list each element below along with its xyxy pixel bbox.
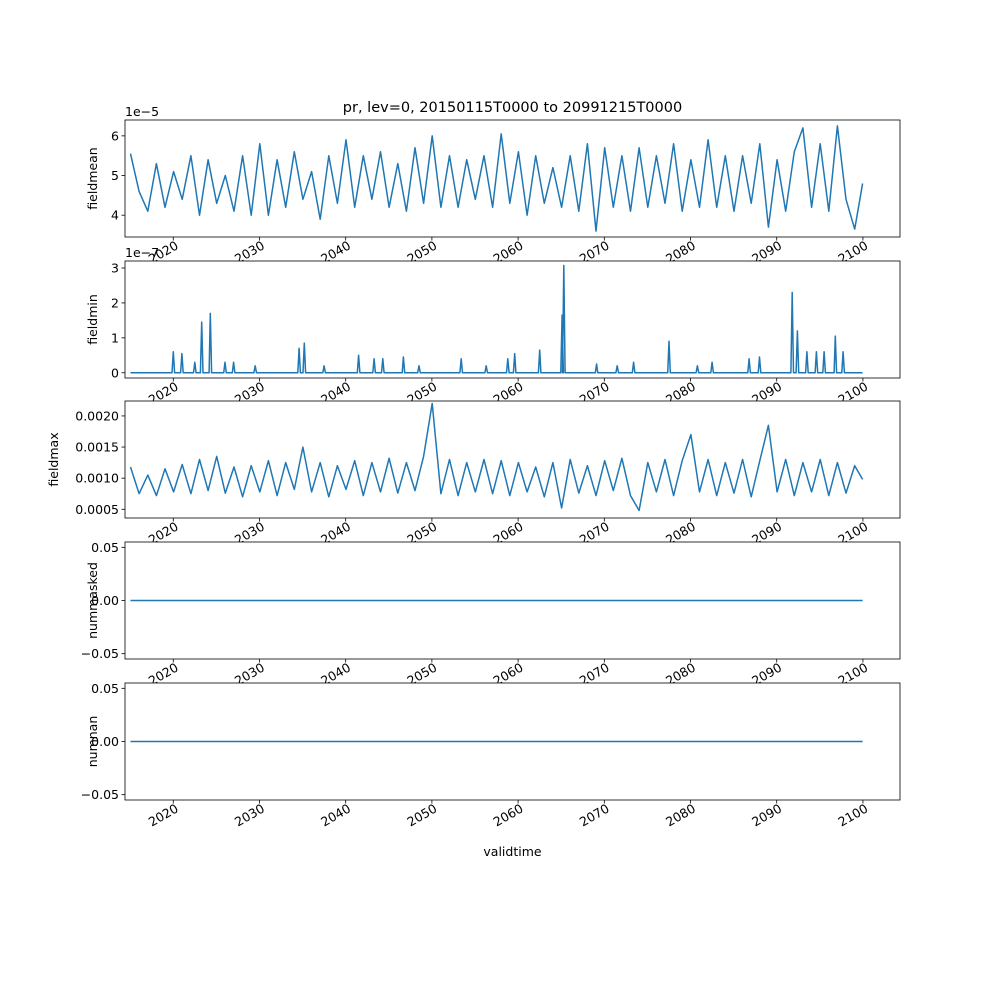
y-tick-label: 0.05 [91,540,119,555]
y-tick-label: 4 [111,208,119,223]
y-tick-label: −0.05 [81,787,119,802]
y-tick-label: 0.0015 [75,440,119,455]
y-axis-label: fieldmax [46,432,61,486]
y-tick-label: 1 [111,330,119,345]
y-tick-label: 0.0020 [75,408,119,423]
y-tick-label: 0.00 [91,593,119,608]
y-tick-label: 0 [111,365,119,380]
y-tick-label: 0.0010 [75,471,119,486]
y-tick-label: 0.05 [91,681,119,696]
series-line-fieldmax [129,402,864,512]
y-axis-label: fieldmin [85,294,100,345]
series-line-fieldmean [129,125,864,232]
y-axis-label: nummasked [85,562,100,639]
axes-frame-fieldmax [124,400,901,519]
y-axis-label: numnan [85,716,100,768]
y-tick-label: 5 [111,168,119,183]
y-tick-label: 3 [111,260,119,275]
y-offset-label: 1e−5 [125,104,159,119]
y-tick-label: −0.05 [81,646,119,661]
axes-frame-fieldmean [124,119,901,238]
y-tick-label: 0.0005 [75,502,119,517]
series-line-fieldmin [130,264,863,374]
y-axis-label: fieldmean [85,147,100,209]
axes-frame-fieldmin [124,260,901,379]
y-tick-label: 2 [111,295,119,310]
y-tick-label: 0.00 [91,734,119,749]
x-axis-label: validtime [483,844,541,859]
chart-title: pr, lev=0, 20150115T0000 to 20991215T000… [343,100,682,116]
y-tick-label: 6 [111,128,119,143]
y-offset-label: 1e−7 [125,245,159,260]
